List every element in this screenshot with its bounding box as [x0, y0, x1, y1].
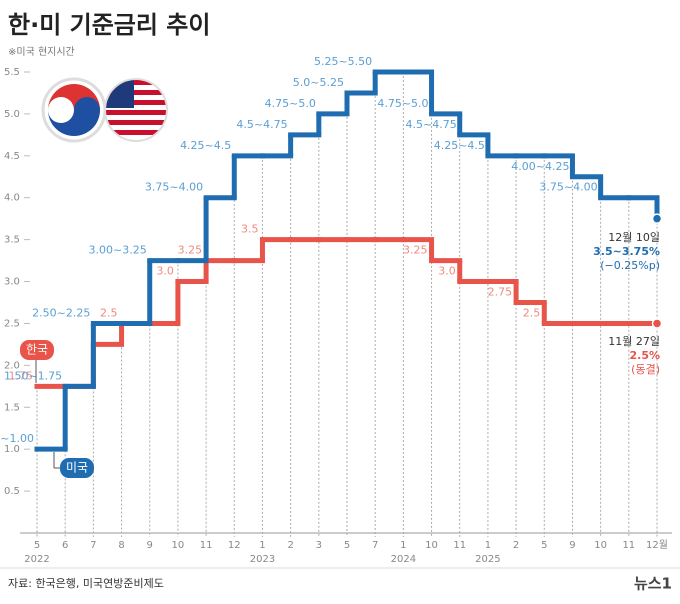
legend-badge	[20, 340, 54, 360]
x-tick-label: 12월	[646, 539, 668, 551]
x-tick-label: 1	[485, 540, 491, 551]
annotation-text: 2.5%	[629, 349, 660, 362]
annotation-text: 3.5~3.75%	[593, 245, 660, 258]
y-tick-label: 4.0	[4, 193, 20, 204]
x-tick-label: 10	[425, 540, 438, 551]
value-label: 3.5	[241, 223, 259, 236]
legend-label: 한국	[26, 343, 48, 357]
x-tick-label: 7	[90, 540, 96, 551]
legend-badge	[60, 458, 94, 478]
value-label: 2.5	[100, 306, 118, 319]
x-tick-label: 7	[372, 540, 378, 551]
y-tick-label: 3.0	[4, 277, 20, 288]
x-group-label: 2023	[250, 554, 275, 565]
value-label: 4.00~4.25	[511, 160, 569, 173]
y-tick-label: 5.0	[4, 109, 20, 120]
x-tick-label: 11	[200, 540, 213, 551]
y-tick-label: 4.5	[4, 151, 20, 162]
y-tick-label: 1.0	[4, 444, 20, 455]
annotation-korea: 11월 27일 2.5% (동결)	[608, 334, 660, 376]
x-tick-label: 5	[34, 540, 40, 551]
x-tick-label: 1	[400, 540, 406, 551]
value-label: 2.50~2.25	[32, 306, 90, 319]
x-tick-label: 5	[344, 540, 350, 551]
source: 자료: 한국은행, 미국연방준비제도	[8, 577, 164, 590]
value-label: 5.25~5.50	[314, 55, 372, 68]
x-group-label: 2022	[24, 554, 49, 565]
end-dot	[651, 213, 663, 224]
x-group-label: 2025	[475, 554, 500, 565]
x-tick-label: 8	[118, 540, 124, 551]
annotation-us: 12월 10일 3.5~3.75% (−0.25%p)	[593, 230, 660, 272]
x-tick-label: 5	[541, 540, 547, 551]
chart-title: 한·미 기준금리 추이	[8, 11, 210, 39]
x-tick-label: 2	[287, 540, 293, 551]
y-tick-label: 2.0	[4, 360, 20, 371]
value-label: 4.75~5.0	[265, 97, 316, 110]
x-tick-label: 1	[259, 540, 265, 551]
annotation-text: (−0.25%p)	[600, 259, 660, 272]
value-label: 2.5	[523, 306, 541, 319]
annotation-text: (동결)	[631, 363, 660, 376]
flag-korea	[41, 77, 107, 143]
value-label: 3.75~4.00	[539, 181, 597, 194]
x-tick-label: 3	[316, 540, 322, 551]
y-tick-label: 0.5	[4, 486, 20, 497]
x-tick-label: 10	[172, 540, 185, 551]
value-label: 3.00~3.25	[89, 244, 147, 257]
annotation-text: 12월 10일	[608, 230, 660, 244]
value-label: 3.25	[178, 244, 203, 257]
y-tick-label: 3.5	[4, 235, 20, 246]
value-label: 3.25	[403, 244, 428, 257]
x-tick-label: 12	[228, 540, 241, 551]
value-label: 3.0	[438, 265, 456, 278]
value-label: 4.5~4.75	[406, 118, 457, 131]
value-label: 4.25~4.5	[180, 139, 231, 152]
x-tick-label: 11	[622, 540, 635, 551]
x-tick-label: 10	[594, 540, 607, 551]
value-label: 1.75	[9, 369, 34, 382]
chart-subtitle: ※미국 현지시간	[8, 46, 75, 58]
flag-us	[104, 78, 168, 142]
logo: 뉴스1	[634, 575, 672, 593]
x-tick-label: 9	[569, 540, 575, 551]
legend-label: 미국	[66, 461, 88, 475]
value-label: 4.5~4.75	[236, 118, 287, 131]
x-tick-label: 6	[62, 540, 68, 551]
value-label: 2.75	[488, 286, 513, 299]
x-tick-label: 2	[513, 540, 519, 551]
y-tick-label: 5.5	[4, 67, 20, 78]
value-label: 3.0	[156, 265, 174, 278]
x-tick-label: 9	[147, 540, 153, 551]
end-dot	[651, 318, 663, 329]
value-label: 5.0~5.25	[293, 76, 344, 89]
value-label: 0.75~1.00	[0, 432, 34, 445]
x-group-label: 2024	[391, 554, 416, 565]
value-label: 1.50~1.75	[4, 369, 62, 382]
y-tick-label: 2.5	[4, 318, 20, 329]
value-label: 4.75~5.0	[377, 97, 428, 110]
y-tick-label: 1.5	[4, 402, 20, 413]
value-label: 3.75~4.00	[145, 181, 203, 194]
value-label: 4.25~4.5	[434, 139, 485, 152]
annotation-text: 11월 27일	[608, 334, 660, 348]
x-tick-label: 11	[453, 540, 466, 551]
